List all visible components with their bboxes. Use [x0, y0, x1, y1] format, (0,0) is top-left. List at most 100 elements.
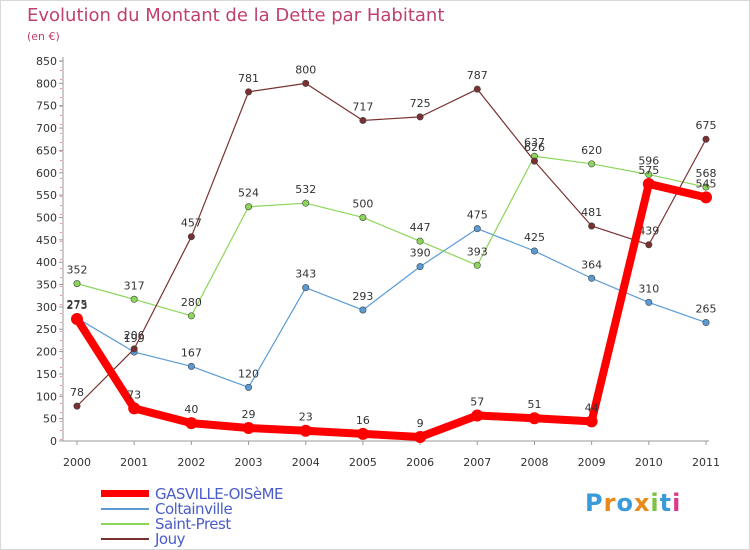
data-point [700, 191, 712, 204]
data-label: 481 [581, 206, 602, 219]
legend-swatch [101, 507, 149, 510]
legend: GASVILLE-OISèME Coltainville Saint-Prest Jo… [101, 484, 284, 548]
y-tick-label: 500 [36, 211, 57, 224]
y-tick-label: 0 [50, 435, 57, 448]
y-tick-label: 850 [36, 55, 57, 68]
data-label: 57 [470, 396, 484, 409]
x-tick-label: 2006 [406, 456, 434, 469]
data-point [128, 402, 141, 415]
data-point [187, 362, 195, 370]
y-tick-label: 300 [36, 301, 57, 314]
data-point [242, 422, 255, 435]
series-line [76, 155, 707, 317]
data-point [299, 424, 312, 437]
data-label: 23 [299, 411, 313, 424]
data-label: 275 [67, 298, 88, 311]
data-label: 500 [352, 197, 373, 210]
y-tick-label: 600 [36, 167, 57, 180]
x-tick-label: 2004 [292, 456, 320, 469]
data-label: 568 [696, 167, 717, 180]
data-point [528, 412, 541, 425]
data-label: 457 [181, 217, 202, 230]
data-label: 393 [467, 245, 488, 258]
data-point [414, 430, 427, 443]
data-label: 787 [467, 69, 488, 82]
legend-label: GASVILLE-OISèME [155, 484, 284, 503]
data-point [302, 284, 310, 292]
data-point [71, 312, 83, 325]
data-point [530, 247, 538, 255]
data-label: 364 [581, 258, 602, 271]
data-point [245, 203, 253, 211]
data-point [187, 312, 195, 320]
y-tick-label: 200 [36, 346, 57, 359]
y-tick-label: 350 [36, 279, 57, 292]
x-tick-label: 2001 [120, 456, 148, 469]
data-point [702, 183, 710, 191]
data-point [642, 177, 655, 190]
data-label: 475 [467, 209, 488, 222]
data-label: 273 [67, 299, 88, 312]
data-point [130, 295, 138, 303]
data-point [702, 135, 710, 143]
data-point [245, 88, 253, 96]
data-point [473, 261, 481, 269]
data-label: 524 [238, 187, 259, 200]
legend-item: Jouy [101, 530, 283, 548]
x-tick-label: 2011 [692, 456, 720, 469]
data-label: 120 [238, 367, 259, 380]
data-point [359, 116, 367, 124]
data-point [645, 298, 653, 306]
data-point [359, 306, 367, 314]
y-tick-label: 50 [43, 413, 57, 426]
data-label: 575 [638, 164, 659, 177]
data-point [473, 85, 481, 93]
y-tick-label: 250 [36, 323, 57, 336]
data-point [416, 113, 424, 121]
data-point [187, 233, 195, 241]
data-point [245, 383, 253, 391]
data-label: 447 [410, 221, 431, 234]
data-point [416, 263, 424, 271]
y-tick-label: 700 [36, 122, 57, 135]
y-tick-label: 750 [36, 100, 57, 113]
data-label: 280 [181, 296, 202, 309]
data-point [130, 345, 138, 353]
data-point [359, 213, 367, 221]
x-tick-label: 2008 [520, 456, 548, 469]
data-label: 545 [696, 177, 717, 190]
data-label: 439 [638, 225, 659, 238]
series-line [76, 228, 707, 388]
x-tick-label: 2000 [63, 456, 91, 469]
data-point [302, 199, 310, 207]
data-point [302, 79, 310, 87]
legend-swatch [101, 537, 149, 540]
y-tick-label: 100 [36, 390, 57, 403]
legend-label: Coltainville [155, 499, 233, 518]
data-label: 9 [417, 417, 424, 430]
data-label: 781 [238, 72, 259, 85]
data-point [185, 417, 198, 430]
data-point [585, 415, 598, 428]
data-label: 73 [127, 388, 141, 401]
data-point [471, 409, 484, 422]
data-point [356, 427, 369, 440]
data-label: 78 [70, 386, 84, 399]
x-tick-label: 2002 [177, 456, 205, 469]
chart-unit: (en €) [27, 30, 60, 43]
legend-item: Saint-Prest [101, 514, 283, 533]
data-label: 425 [524, 231, 545, 244]
data-label: 725 [410, 97, 431, 110]
legend-label: Saint-Prest [155, 514, 231, 533]
data-label: 29 [242, 408, 256, 421]
y-tick-label: 150 [36, 368, 57, 381]
data-label: 532 [295, 183, 316, 196]
data-point [73, 402, 81, 410]
data-label: 206 [124, 329, 145, 342]
series-line [76, 82, 707, 407]
data-label: 620 [581, 144, 602, 157]
data-point [702, 319, 710, 327]
data-point [530, 157, 538, 165]
